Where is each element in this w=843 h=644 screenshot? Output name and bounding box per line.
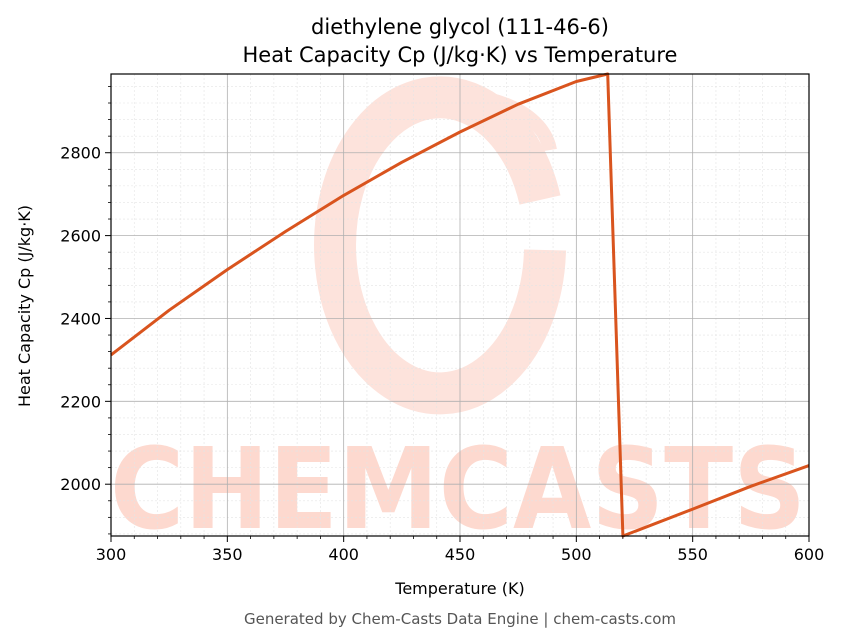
x-axis-label: Temperature (K) <box>394 579 524 598</box>
y-axis: 2000 2200 2400 2600 2800 <box>60 86 111 535</box>
x-tick-label: 400 <box>328 545 359 564</box>
x-tick-label: 450 <box>445 545 476 564</box>
chart-title-line1: diethylene glycol (111-46-6) <box>311 15 609 39</box>
x-tick-label: 550 <box>677 545 708 564</box>
x-tick-label: 500 <box>561 545 592 564</box>
x-axis: 300 350 400 450 500 550 600 <box>96 536 825 564</box>
footer-credit: Generated by Chem-Casts Data Engine | ch… <box>244 610 676 628</box>
series-line <box>110 72 810 538</box>
x-tick-label: 600 <box>794 545 825 564</box>
watermark-logo: CHEMCASTS <box>110 76 806 555</box>
watermark-swirl <box>314 76 566 415</box>
y-tick-label: 2000 <box>60 475 101 494</box>
y-tick-label: 2400 <box>60 309 101 328</box>
x-tick-label: 350 <box>212 545 243 564</box>
major-grid <box>111 74 809 536</box>
chart-title-line2: Heat Capacity Cp (J/kg·K) vs Temperature <box>243 43 678 67</box>
watermark-text: CHEMCASTS <box>110 425 806 555</box>
x-tick-label: 300 <box>96 545 127 564</box>
y-axis-label: Heat Capacity Cp (J/kg·K) <box>15 205 34 407</box>
y-tick-label: 2600 <box>60 227 101 246</box>
y-tick-label: 2200 <box>60 392 101 411</box>
y-tick-label: 2800 <box>60 144 101 163</box>
